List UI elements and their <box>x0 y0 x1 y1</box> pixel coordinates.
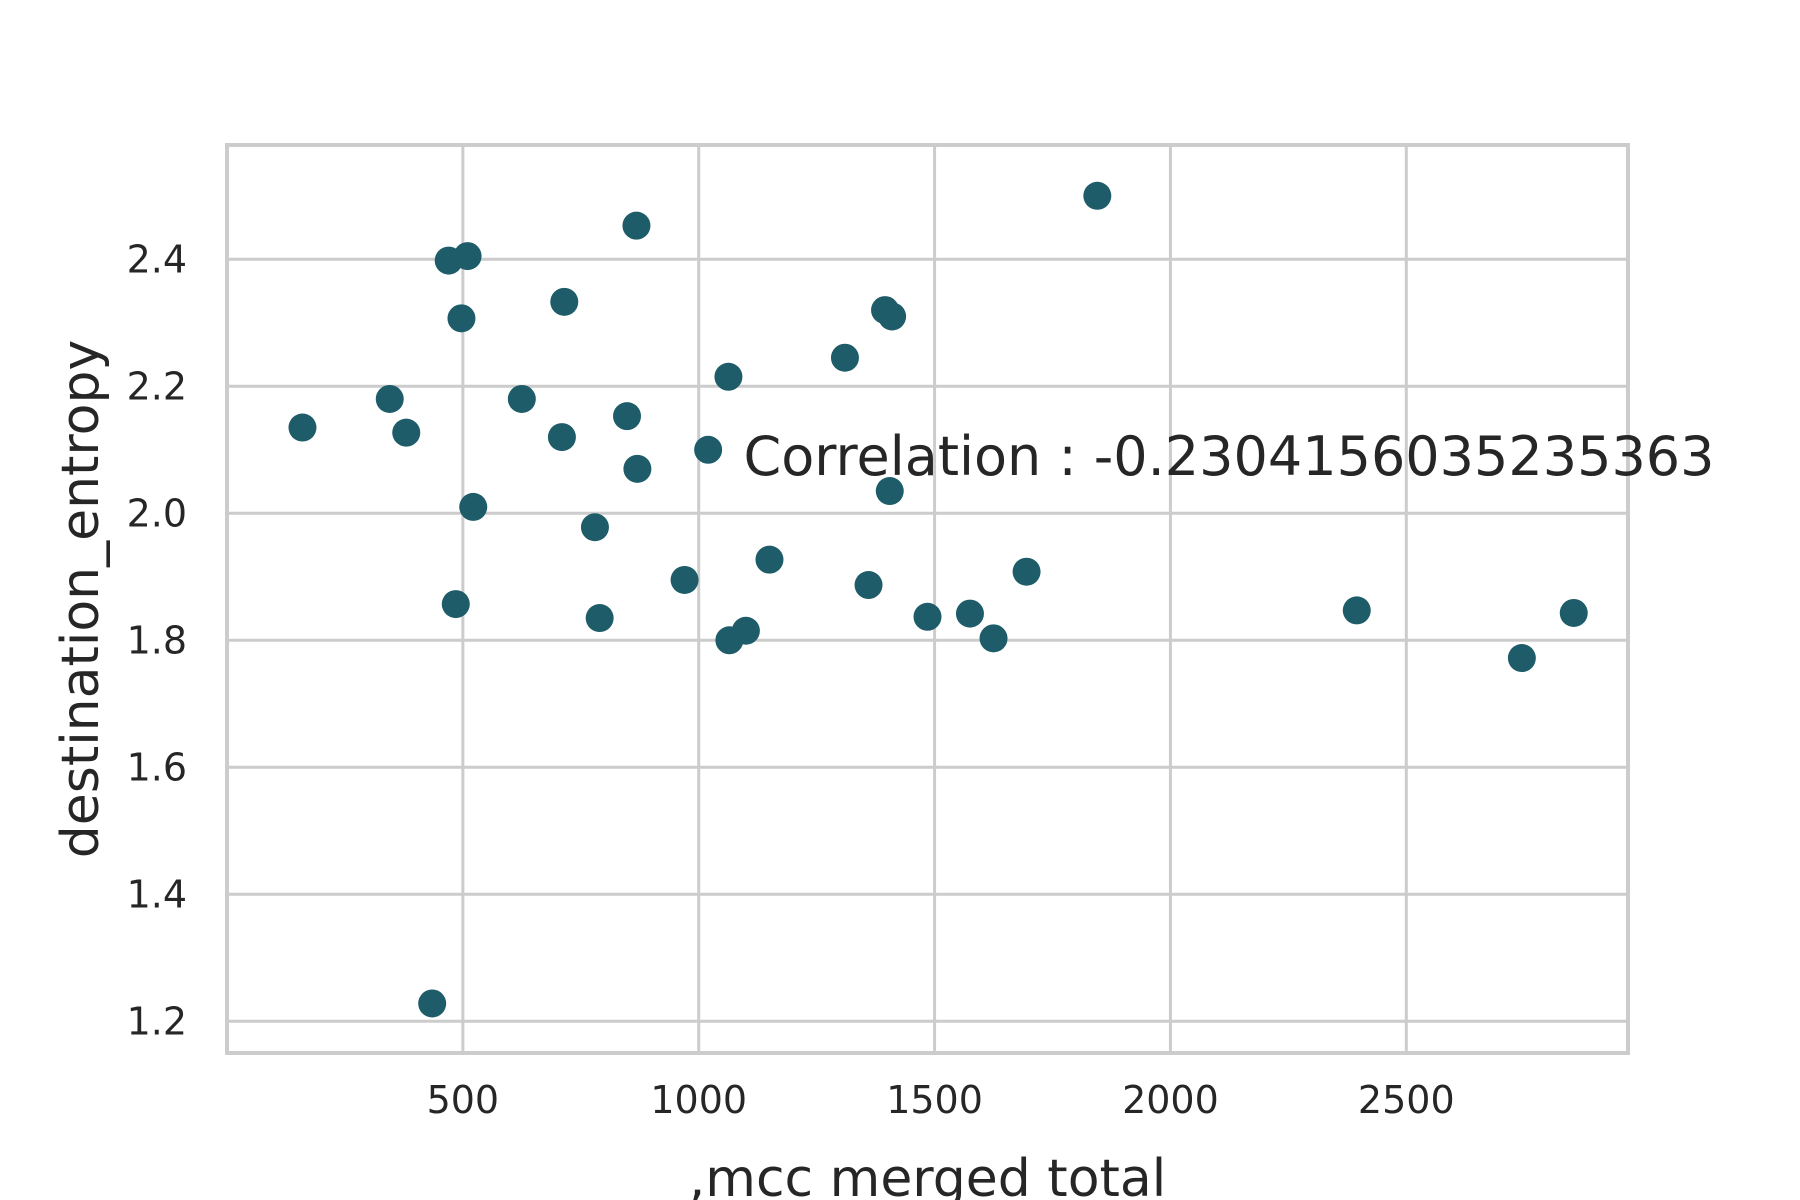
y-tick-label: 1.8 <box>127 618 187 662</box>
data-point <box>375 384 404 413</box>
data-point <box>830 343 859 372</box>
x-tick-label: 2000 <box>1122 1078 1219 1122</box>
data-point <box>875 477 904 506</box>
data-point <box>979 624 1008 653</box>
x-axis-label: ,mcc merged total <box>689 1149 1166 1200</box>
data-point <box>447 304 476 333</box>
data-point <box>878 302 907 331</box>
data-point <box>288 413 317 442</box>
data-point <box>1559 598 1588 627</box>
tick-labels: 500 1000 1500 2000 2500 1.2 1.4 1.6 1.8 2.0 2.2 2.4 <box>127 237 1455 1122</box>
x-tick-label: 1500 <box>886 1078 983 1122</box>
data-point <box>913 602 942 631</box>
x-tick-label: 1000 <box>650 1078 747 1122</box>
y-tick-label: 2.0 <box>127 491 187 535</box>
data-point <box>392 418 421 447</box>
data-point <box>623 454 652 483</box>
y-tick-label: 2.4 <box>127 237 187 281</box>
data-point <box>1342 596 1371 625</box>
data-point <box>670 565 699 594</box>
y-axis-label: destination_entropy <box>51 340 111 859</box>
data-point <box>585 604 614 633</box>
x-tick-label: 500 <box>427 1078 500 1122</box>
data-point <box>613 402 642 431</box>
data-point <box>1083 181 1112 210</box>
data-point <box>441 590 470 619</box>
data-point <box>507 384 536 413</box>
data-points <box>288 181 1588 1018</box>
grid <box>227 145 1628 1053</box>
data-point <box>453 242 482 271</box>
y-tick-label: 2.2 <box>127 364 187 408</box>
data-point <box>1507 644 1536 673</box>
y-tick-label: 1.2 <box>127 999 187 1043</box>
data-point <box>955 599 984 628</box>
data-point <box>714 362 743 391</box>
data-point <box>694 435 723 464</box>
data-point <box>550 287 579 316</box>
x-tick-label: 2500 <box>1358 1078 1455 1122</box>
y-tick-label: 1.6 <box>127 745 187 789</box>
plot-frame <box>225 143 1630 1055</box>
correlation-annotation: Correlation : -0.2304156035235363 <box>744 425 1715 488</box>
data-point <box>1012 557 1041 586</box>
data-point <box>547 423 576 452</box>
data-point <box>755 545 784 574</box>
data-point <box>854 571 883 600</box>
data-point <box>459 492 488 521</box>
data-point <box>580 513 609 542</box>
data-point <box>622 211 651 240</box>
y-tick-label: 1.4 <box>127 872 187 916</box>
data-point <box>418 989 447 1018</box>
data-point <box>731 616 760 645</box>
